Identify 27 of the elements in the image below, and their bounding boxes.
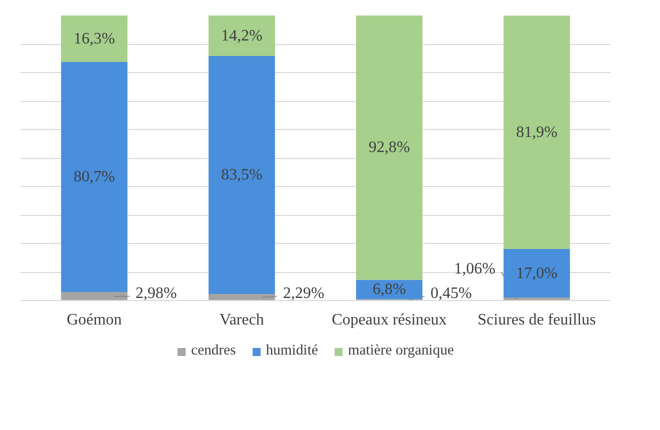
x-tick-label: Copeaux résineux — [332, 312, 447, 328]
data-label: 81,9% — [516, 124, 558, 141]
data-label: 2,98% — [136, 284, 177, 302]
legend-label: matière organique — [348, 342, 454, 360]
data-label: 17,0% — [516, 264, 558, 282]
x-tick-label: Varech — [220, 312, 264, 328]
bar — [356, 16, 422, 280]
bar — [208, 16, 275, 56]
bar — [504, 249, 570, 298]
data-label: 2,29% — [283, 284, 324, 302]
data-label: 92,8% — [368, 139, 410, 156]
x-tick-label: Goémon — [66, 312, 122, 328]
x-tick-label: Sciures de feuillus — [478, 312, 596, 328]
data-label: 0,45% — [430, 284, 472, 302]
bar — [61, 292, 128, 300]
legend-label: cendres — [191, 342, 236, 360]
bar — [208, 56, 275, 294]
data-label: 14,2% — [221, 27, 262, 44]
data-label: 6,8% — [372, 281, 406, 298]
data-label: 83,5% — [221, 166, 262, 184]
data-label: 1,06% — [454, 260, 496, 278]
bar — [61, 16, 128, 62]
bar — [61, 62, 128, 292]
data-label: 16,3% — [74, 30, 115, 48]
data-label: 80,7% — [74, 168, 115, 186]
legend-label: humidité — [266, 342, 318, 360]
bar — [504, 16, 570, 250]
